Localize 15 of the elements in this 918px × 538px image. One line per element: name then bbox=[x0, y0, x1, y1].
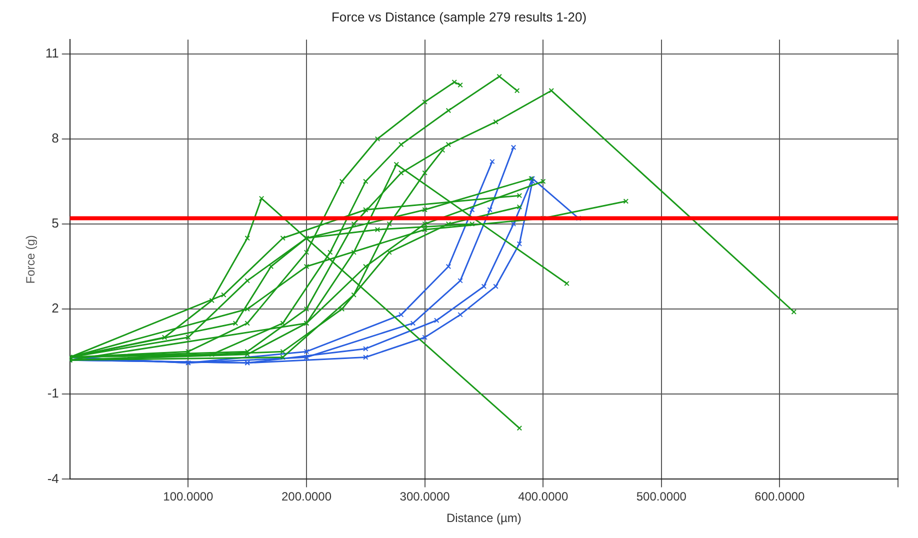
y-tick-label: 2 bbox=[52, 300, 59, 316]
x-tick-label: 500.0000 bbox=[636, 490, 687, 504]
x-tick-label: 400.0000 bbox=[518, 490, 568, 504]
x-tick-label: 600.0000 bbox=[754, 490, 806, 504]
y-tick-label: 5 bbox=[52, 216, 59, 231]
x-tick-label: 100.0000 bbox=[163, 490, 214, 504]
x-tick-label: 200.0000 bbox=[281, 490, 332, 504]
y-tick-label: 8 bbox=[52, 130, 59, 146]
y-tick-label: -4 bbox=[47, 470, 59, 486]
chart-title: Force vs Distance (sample 279 results 1-20) bbox=[331, 9, 587, 24]
y-axis-title: Force (g) bbox=[24, 235, 38, 284]
y-tick-label: 11 bbox=[45, 45, 59, 60]
y-tick-label: -1 bbox=[47, 386, 59, 401]
x-axis-title: Distance (µm) bbox=[446, 511, 522, 526]
x-tick-label: 300.0000 bbox=[400, 490, 450, 504]
